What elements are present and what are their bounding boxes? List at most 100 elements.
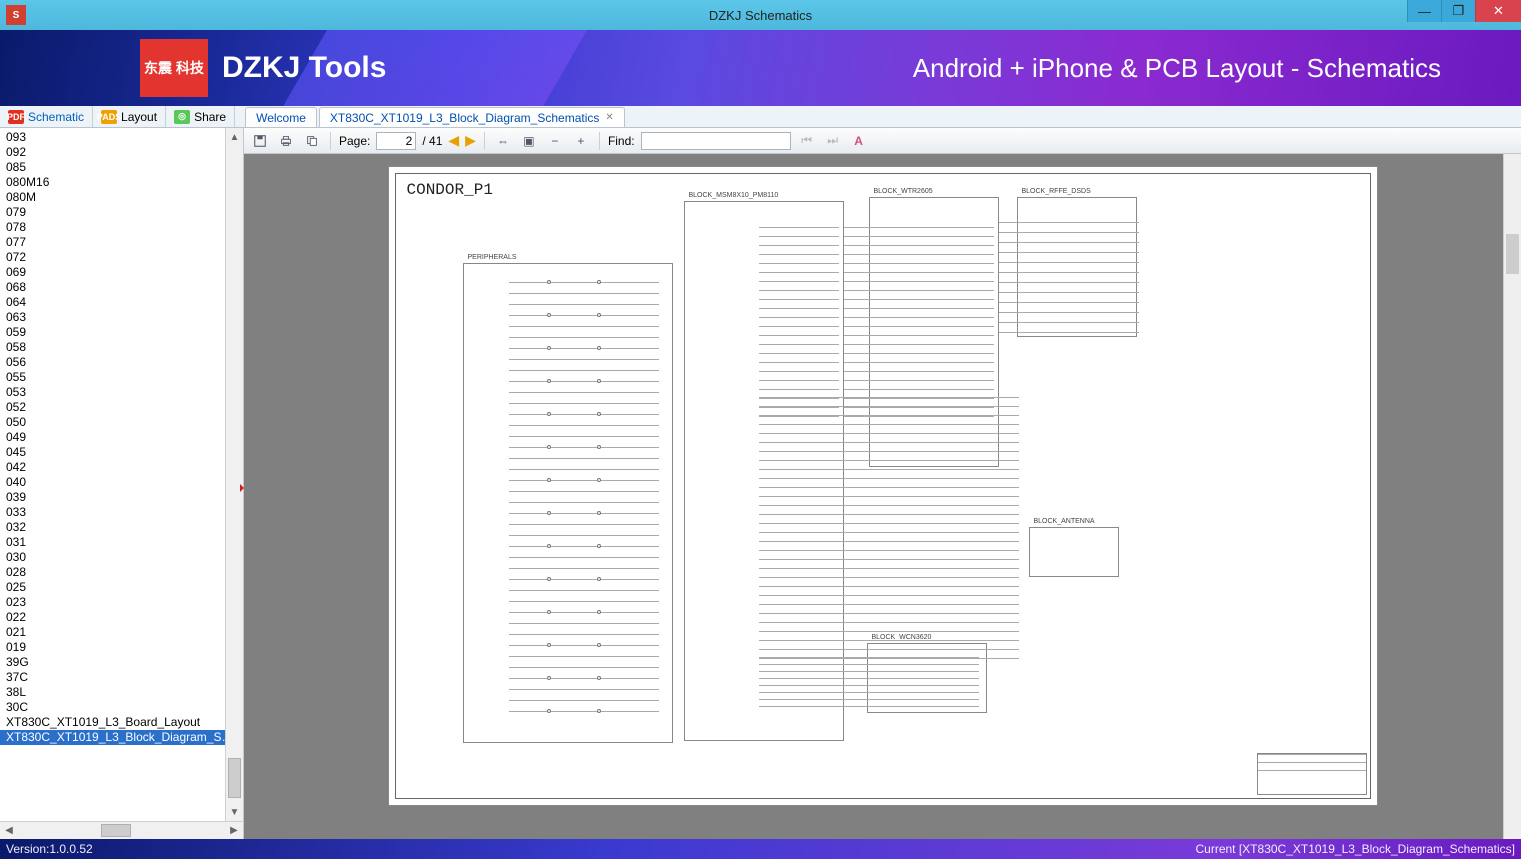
list-item[interactable]: 080M bbox=[0, 190, 243, 205]
list-item[interactable]: 055 bbox=[0, 370, 243, 385]
list-item[interactable]: 045 bbox=[0, 445, 243, 460]
document-tab-label: Welcome bbox=[256, 111, 306, 125]
list-item[interactable]: 040 bbox=[0, 475, 243, 490]
sidebar-hscrollbar[interactable]: ◀ ▶ bbox=[0, 821, 243, 839]
list-item[interactable]: 049 bbox=[0, 430, 243, 445]
list-item[interactable]: 078 bbox=[0, 220, 243, 235]
list-item[interactable]: 069 bbox=[0, 265, 243, 280]
viewer: Page: / 41 ◀ ▶ ⇔ ▣ − + Find: ⏮ ⏭ A bbox=[244, 128, 1521, 839]
list-item[interactable]: 068 bbox=[0, 280, 243, 295]
list-item[interactable]: 053 bbox=[0, 385, 243, 400]
document-tabs: Welcome XT830C_XT1019_L3_Block_Diagram_Sc… bbox=[245, 106, 625, 127]
list-item[interactable]: 063 bbox=[0, 310, 243, 325]
list-item[interactable]: 030 bbox=[0, 550, 243, 565]
version-text: Version:1.0.0.52 bbox=[6, 842, 93, 856]
page-input[interactable] bbox=[376, 132, 416, 150]
list-item[interactable]: 39G bbox=[0, 655, 243, 670]
tab-schematic-label: Schematic bbox=[28, 110, 84, 124]
body: 093092085080M16080M079078077072069068064… bbox=[0, 128, 1521, 839]
prev-page-button[interactable]: ◀ bbox=[448, 132, 459, 149]
tab-layout[interactable]: PADSLayout bbox=[93, 106, 166, 127]
list-item[interactable]: 022 bbox=[0, 610, 243, 625]
zoom-in-icon[interactable]: + bbox=[571, 131, 591, 151]
list-item[interactable]: 052 bbox=[0, 400, 243, 415]
list-item[interactable]: 028 bbox=[0, 565, 243, 580]
list-item[interactable]: 079 bbox=[0, 205, 243, 220]
list-item[interactable]: 039 bbox=[0, 490, 243, 505]
list-item[interactable]: 042 bbox=[0, 460, 243, 475]
zoom-out-icon[interactable]: − bbox=[545, 131, 565, 151]
logo: 东震 科技 bbox=[140, 39, 208, 97]
list-item[interactable]: XT830C_XT1019_L3_Block_Diagram_Schemat bbox=[0, 730, 243, 745]
list-item[interactable]: 032 bbox=[0, 520, 243, 535]
list-item[interactable]: 30C bbox=[0, 700, 243, 715]
close-tab-icon[interactable]: ✕ bbox=[605, 112, 613, 123]
list-item[interactable]: XT830C_XT1019_L3_Board_Layout bbox=[0, 715, 243, 730]
find-prev-icon[interactable]: ⏮ bbox=[797, 131, 817, 151]
viewer-vscrollbar[interactable] bbox=[1503, 154, 1521, 839]
tagline-text: Android + iPhone & PCB Layout - Schemati… bbox=[913, 53, 1441, 84]
schematic-block: BLOCK_MSM8X10_PM8110 bbox=[684, 201, 844, 741]
titlebar: S DZKJ Schematics — ❐ ✕ bbox=[0, 0, 1521, 30]
schematic-title: CONDOR_P1 bbox=[407, 181, 493, 199]
list-item[interactable]: 021 bbox=[0, 625, 243, 640]
canvas[interactable]: CONDOR_P1 PERIPHERALSBLOCK_MSM8X10_PM811… bbox=[244, 154, 1521, 839]
tab-share[interactable]: ◎Share bbox=[166, 106, 235, 127]
find-input[interactable] bbox=[641, 132, 791, 150]
list-item[interactable]: 056 bbox=[0, 355, 243, 370]
window-controls: — ❐ ✕ bbox=[1407, 0, 1521, 30]
list-item[interactable]: 059 bbox=[0, 325, 243, 340]
document-tab-label: XT830C_XT1019_L3_Block_Diagram_Schematic… bbox=[330, 111, 599, 125]
viewer-toolbar: Page: / 41 ◀ ▶ ⇔ ▣ − + Find: ⏮ ⏭ A bbox=[244, 128, 1521, 154]
list-item[interactable]: 064 bbox=[0, 295, 243, 310]
maximize-button[interactable]: ❐ bbox=[1441, 0, 1475, 22]
list-item[interactable]: 019 bbox=[0, 640, 243, 655]
brand-text: DZKJ Tools bbox=[222, 51, 386, 85]
tab-schematic[interactable]: PDFSchematic bbox=[0, 106, 93, 127]
copy-icon[interactable] bbox=[302, 131, 322, 151]
print-icon[interactable] bbox=[276, 131, 296, 151]
list-item[interactable]: 033 bbox=[0, 505, 243, 520]
scroll-right-arrow[interactable]: ▶ bbox=[225, 825, 243, 836]
scroll-left-arrow[interactable]: ◀ bbox=[0, 825, 18, 836]
minimize-button[interactable]: — bbox=[1407, 0, 1441, 22]
list-item[interactable]: 37C bbox=[0, 670, 243, 685]
schematic-block: BLOCK_RFFE_DSDS bbox=[1017, 197, 1137, 337]
scroll-up-arrow[interactable]: ▲ bbox=[226, 128, 243, 146]
list-item[interactable]: 025 bbox=[0, 580, 243, 595]
next-page-button[interactable]: ▶ bbox=[465, 132, 476, 149]
sidebar-vscrollbar[interactable]: ▲ ▼ bbox=[225, 128, 243, 821]
document-tab[interactable]: Welcome bbox=[245, 107, 317, 127]
close-button[interactable]: ✕ bbox=[1475, 0, 1521, 22]
list-item[interactable]: 38L bbox=[0, 685, 243, 700]
sidebar: 093092085080M16080M079078077072069068064… bbox=[0, 128, 244, 839]
list-item[interactable]: 085 bbox=[0, 160, 243, 175]
text-tool-icon[interactable]: A bbox=[849, 131, 869, 151]
list-item[interactable]: 093 bbox=[0, 130, 243, 145]
document-tab[interactable]: XT830C_XT1019_L3_Block_Diagram_Schematic… bbox=[319, 107, 625, 127]
list-item[interactable]: 050 bbox=[0, 415, 243, 430]
banner: 东震 科技 DZKJ Tools Android + iPhone & PCB … bbox=[0, 30, 1521, 106]
list-item[interactable]: 072 bbox=[0, 250, 243, 265]
save-icon[interactable] bbox=[250, 131, 270, 151]
sidebar-hscroll-thumb[interactable] bbox=[101, 824, 131, 837]
list-item[interactable]: 080M16 bbox=[0, 175, 243, 190]
schematic-block: BLOCK_ANTENNA bbox=[1029, 527, 1119, 577]
fit-page-icon[interactable]: ▣ bbox=[519, 131, 539, 151]
file-list[interactable]: 093092085080M16080M079078077072069068064… bbox=[0, 128, 243, 821]
tabstrip: PDFSchematic PADSLayout ◎Share Welcome XT… bbox=[0, 106, 1521, 128]
list-item[interactable]: 058 bbox=[0, 340, 243, 355]
list-item[interactable]: 031 bbox=[0, 535, 243, 550]
find-next-icon[interactable]: ⏭ bbox=[823, 131, 843, 151]
schematic-block: BLOCK_WTR2605 bbox=[869, 197, 999, 467]
find-label: Find: bbox=[608, 134, 635, 148]
list-item[interactable]: 023 bbox=[0, 595, 243, 610]
block-label: BLOCK_RFFE_DSDS bbox=[1022, 188, 1091, 195]
fit-width-icon[interactable]: ⇔ bbox=[493, 131, 513, 151]
scroll-down-arrow[interactable]: ▼ bbox=[226, 803, 243, 821]
viewer-vscroll-thumb[interactable] bbox=[1506, 234, 1519, 274]
list-item[interactable]: 077 bbox=[0, 235, 243, 250]
schematic-block: PERIPHERALS bbox=[463, 263, 673, 743]
sidebar-vscroll-thumb[interactable] bbox=[228, 758, 241, 798]
list-item[interactable]: 092 bbox=[0, 145, 243, 160]
